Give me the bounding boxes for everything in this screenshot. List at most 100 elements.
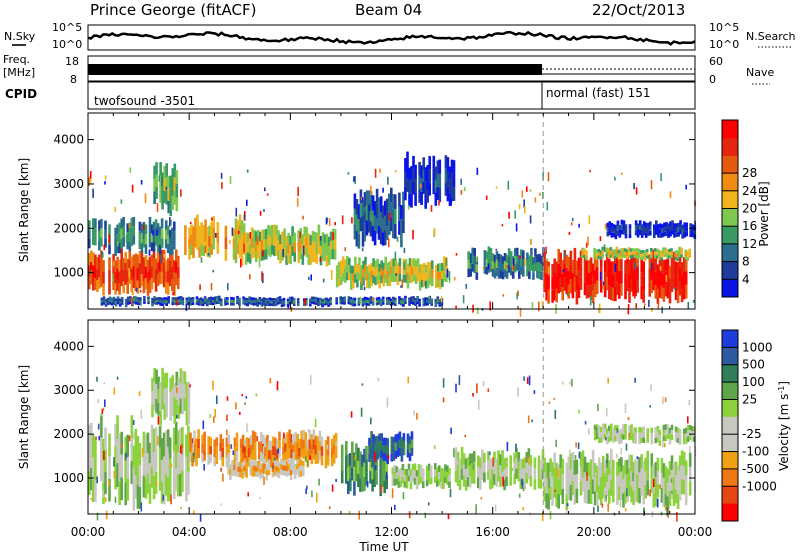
velocity-cell	[316, 454, 320, 464]
power-cell	[166, 225, 170, 235]
power-cell	[265, 228, 268, 240]
power-cell	[266, 300, 270, 304]
power-cell	[104, 301, 108, 305]
velocity-cell	[483, 452, 486, 463]
power-cell	[140, 243, 144, 253]
power-cell	[392, 266, 396, 275]
velocity-speckle	[679, 466, 682, 474]
velocity-cell	[618, 429, 621, 435]
velocity-speckle	[480, 497, 483, 500]
power-cell	[240, 255, 244, 266]
power-speckle	[446, 268, 449, 278]
power-speckle	[547, 172, 550, 182]
velocity-cell	[620, 471, 623, 486]
power-cell	[402, 304, 405, 307]
power-cell	[153, 191, 156, 205]
power-cell	[154, 258, 158, 270]
power-speckle	[156, 202, 159, 213]
velocity-cell	[291, 464, 295, 470]
velocity-speckle	[416, 412, 418, 420]
power-speckle	[632, 268, 634, 275]
velocity-cell	[678, 434, 682, 440]
power-cell	[379, 212, 383, 229]
power-cell	[450, 173, 454, 188]
power-cell	[571, 260, 575, 273]
power-cell	[232, 238, 236, 250]
power-cell	[321, 304, 324, 308]
velocity-speckle	[472, 393, 474, 397]
velocity-cell	[386, 455, 389, 465]
velocity-cell	[92, 457, 95, 480]
power-cell	[659, 228, 662, 234]
power-cell	[660, 272, 664, 286]
velocity-cell	[92, 479, 95, 503]
power-speckle	[674, 287, 676, 290]
velocity-cell	[185, 396, 189, 411]
velocity-speckle	[305, 488, 307, 495]
velocity-cell	[249, 444, 253, 455]
power-cell	[593, 248, 596, 252]
velocity-cell	[243, 471, 246, 477]
velocity-speckle	[649, 489, 651, 497]
power-cell	[165, 163, 168, 178]
velocity-cell	[462, 453, 466, 465]
power-cell	[100, 228, 103, 238]
power-cell	[616, 253, 619, 267]
power-cell	[158, 271, 162, 284]
velocity-cell	[543, 472, 546, 487]
power-speckle	[364, 235, 366, 242]
power-speckle	[396, 236, 399, 242]
power-cell	[254, 231, 258, 242]
power-cell	[530, 247, 533, 256]
power-cell	[608, 258, 611, 273]
power-cell	[663, 231, 666, 237]
power-cell	[335, 302, 338, 305]
power-cell	[685, 222, 688, 228]
velocity-cell	[491, 478, 494, 489]
power-speckle	[400, 285, 402, 288]
velocity-cell	[529, 476, 533, 487]
power-speckle	[207, 253, 210, 256]
power-cell	[689, 227, 692, 233]
power-cell	[585, 285, 589, 299]
velocity-speckle	[259, 496, 261, 500]
velocity-speckle	[239, 411, 241, 415]
power-speckle	[455, 253, 458, 256]
velocity-speckle	[578, 451, 581, 459]
power-cell	[436, 296, 440, 299]
velocity-cell	[565, 462, 569, 479]
velocity-cell	[108, 478, 111, 502]
velocity-cell	[608, 489, 611, 504]
power-cell	[513, 264, 517, 273]
power-cell	[660, 253, 663, 258]
velocity-cell	[340, 444, 344, 458]
power-speckle	[661, 306, 663, 314]
power-cell	[632, 256, 635, 270]
power-cell	[662, 287, 666, 302]
velocity-speckle	[615, 453, 618, 459]
power-cell	[636, 232, 640, 238]
power-speckle	[212, 269, 215, 273]
power-cell	[444, 155, 448, 169]
velocity-speckle	[605, 495, 607, 500]
power-cell	[327, 298, 330, 302]
velocity-cell	[116, 439, 119, 464]
power-cell	[605, 247, 609, 251]
power-cell	[396, 277, 400, 285]
velocity-cell	[622, 423, 625, 430]
power-cell	[520, 257, 523, 267]
power-cell	[406, 178, 409, 192]
power-cell	[209, 296, 213, 300]
velocity-cell	[359, 451, 362, 465]
power-cell	[669, 226, 672, 232]
power-speckle	[165, 186, 168, 191]
power-cell	[275, 235, 278, 246]
velocity-speckle	[311, 490, 313, 498]
velocity-cell	[263, 469, 267, 475]
power-cell	[361, 303, 365, 307]
power-cell	[224, 237, 228, 249]
power-speckle	[434, 181, 437, 189]
power-cell	[583, 251, 586, 255]
power-cell	[384, 256, 387, 266]
velocity-cell	[466, 467, 470, 477]
